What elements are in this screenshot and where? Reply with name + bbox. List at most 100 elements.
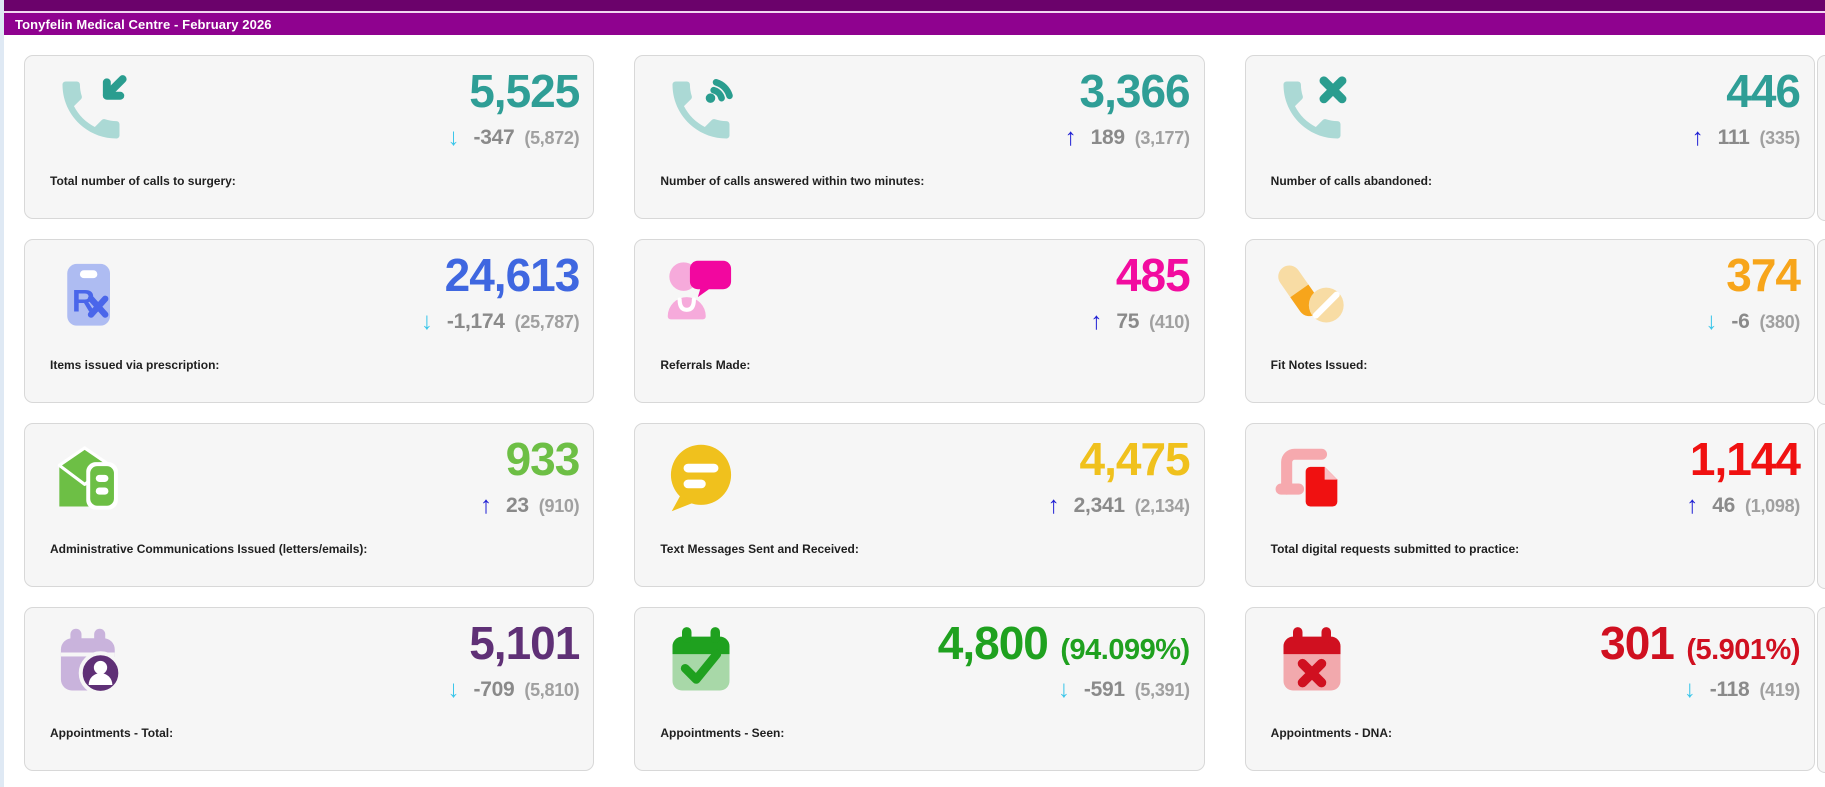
- metric-value-line: 301 (5.901%): [1600, 620, 1800, 666]
- metric-value-line: 933: [480, 433, 581, 485]
- prescription-icon: R: [53, 256, 129, 332]
- metric-value-line: 374: [1705, 249, 1801, 301]
- trend-down-icon: ↓: [1057, 676, 1070, 703]
- metric-value: 24,613: [444, 249, 581, 301]
- metric-delta-row: ↓ -347 (5,872): [448, 126, 580, 150]
- metric-delta: -709: [473, 678, 515, 701]
- partial-card: [1817, 239, 1825, 405]
- metric-delta: -347: [473, 126, 515, 149]
- metric-delta-row: ↑ 46 (1,098): [1686, 494, 1800, 518]
- metric-delta: 75: [1116, 310, 1140, 333]
- metric-label: Items issued via prescription:: [50, 358, 220, 372]
- metric-block: 933 ↑ 23 (910): [480, 436, 581, 518]
- card-top-row: 446 ↑ 111 (335): [1262, 68, 1802, 150]
- metric-label: Text Messages Sent and Received:: [660, 542, 859, 556]
- svg-text:R: R: [72, 282, 95, 318]
- card-top-row: 5,101 ↓ -709 (5,810): [41, 620, 581, 702]
- kpi-card: 4,475 ↑ 2,341 (2,134) Text Messages Sent…: [634, 423, 1205, 587]
- kpi-card: 4,800 (94.099%) ↓ -591 (5,391) Appointme…: [634, 607, 1205, 771]
- metric-block: 5,525 ↓ -347 (5,872): [448, 68, 582, 150]
- pills-icon: [1274, 256, 1350, 332]
- calendar-check-icon: [663, 624, 739, 700]
- metric-block: 301 (5.901%) ↓ -118 (419): [1600, 620, 1802, 702]
- metric-value-line: 24,613: [421, 249, 581, 301]
- metric-previous-value: (419): [1759, 679, 1800, 700]
- kpi-card: 374 ↓ -6 (380) Fit Notes Issued:: [1244, 239, 1815, 403]
- metric-previous-value: (25,787): [514, 311, 580, 332]
- phone-answered-icon: [663, 72, 739, 148]
- kpi-card-grid: 5,525 ↓ -347 (5,872) Total number of cal…: [24, 55, 1815, 771]
- metric-delta: 111: [1717, 126, 1750, 149]
- metric-previous-value: (5,810): [524, 679, 580, 700]
- metric-label: Appointments - DNA:: [1270, 726, 1392, 740]
- metric-value: 5,525: [469, 65, 580, 117]
- card-top-row: 485 ↑ 75 (410): [651, 252, 1191, 334]
- metric-label: Appointments - Seen:: [660, 726, 785, 740]
- metric-value-line: 3,366: [1065, 68, 1191, 114]
- metric-value: 374: [1726, 249, 1801, 301]
- metric-value-line: 485: [1090, 249, 1191, 301]
- metric-value: 5,101: [469, 617, 580, 669]
- metric-value: 301: [1600, 617, 1675, 669]
- metric-label: Total number of calls to surgery:: [50, 174, 236, 188]
- metric-block: 24,613 ↓ -1,174 (25,787): [421, 252, 581, 334]
- metric-delta-row: ↑ 2,341 (2,134): [1048, 494, 1190, 518]
- metric-previous-value: (1,098): [1745, 495, 1800, 516]
- metric-value-line: 446: [1692, 68, 1801, 114]
- phone-incoming-icon: [53, 72, 129, 148]
- metric-delta-row: ↑ 111 (335): [1691, 124, 1801, 151]
- card-top-row: 4,800 (94.099%) ↓ -591 (5,391): [651, 620, 1191, 702]
- trend-up-icon: ↑: [1047, 492, 1060, 519]
- metric-block: 4,800 (94.099%) ↓ -591 (5,391): [938, 620, 1192, 702]
- card-top-row: 933 ↑ 23 (910): [41, 436, 581, 518]
- metric-previous-value: (910): [538, 495, 580, 516]
- trend-down-icon: ↓: [1705, 308, 1718, 335]
- metric-delta: 23: [506, 494, 529, 517]
- metric-previous-value: (3,177): [1134, 127, 1190, 148]
- metric-block: 4,475 ↑ 2,341 (2,134): [1048, 436, 1192, 518]
- card-top-row: 1,144 ↑ 46 (1,098): [1262, 436, 1802, 518]
- metric-label: Administrative Communications Issued (le…: [50, 542, 368, 556]
- metric-delta: -1,174: [446, 310, 505, 333]
- metric-delta: 189: [1090, 126, 1125, 149]
- metric-block: 446 ↑ 111 (335): [1692, 68, 1802, 150]
- house-mail-icon: [53, 440, 129, 516]
- header-separator: [4, 11, 1825, 13]
- metric-previous-value: (5,391): [1134, 679, 1190, 700]
- trend-down-icon: ↓: [447, 124, 460, 151]
- metric-value: 933: [505, 433, 581, 485]
- chat-bubble-icon: [663, 440, 739, 516]
- kpi-card: 446 ↑ 111 (335) Number of calls abandone…: [1244, 55, 1815, 219]
- trend-down-icon: ↓: [447, 676, 460, 703]
- metric-value: 485: [1115, 249, 1191, 301]
- metric-delta: 46: [1712, 494, 1736, 517]
- partial-card: [1817, 423, 1825, 589]
- top-dark-bar: [4, 0, 1825, 11]
- metric-previous-value: (380): [1759, 311, 1800, 332]
- trend-up-icon: ↑: [1686, 492, 1699, 519]
- kpi-card: 1,144 ↑ 46 (1,098) Total digital request…: [1244, 423, 1815, 587]
- card-top-row: 4,475 ↑ 2,341 (2,134): [651, 436, 1191, 518]
- kpi-card: 5,101 ↓ -709 (5,810) Appointments - Tota…: [24, 607, 595, 771]
- trend-up-icon: ↑: [1691, 124, 1704, 151]
- metric-block: 1,144 ↑ 46 (1,098): [1686, 436, 1802, 518]
- dashboard: Tonyfelin Medical Centre - February 2026…: [4, 0, 1825, 771]
- kpi-card: 3,366 ↑ 189 (3,177) Number of calls answ…: [634, 55, 1205, 219]
- partial-card: [1817, 607, 1825, 773]
- metric-value-line: 5,525: [448, 68, 580, 114]
- metric-delta-row: ↑ 189 (3,177): [1065, 126, 1190, 150]
- metric-delta-row: ↑ 75 (410): [1090, 310, 1190, 334]
- metric-block: 5,101 ↓ -709 (5,810): [448, 620, 582, 702]
- metric-value-line: 5,101: [448, 620, 580, 666]
- digital-request-icon: [1274, 440, 1350, 516]
- metric-value: 1,144: [1689, 433, 1801, 485]
- metric-delta-row: ↓ -709 (5,810): [448, 678, 580, 702]
- kpi-card: 5,525 ↓ -347 (5,872) Total number of cal…: [24, 55, 595, 219]
- kpi-card: 485 ↑ 75 (410) Referrals Made:: [634, 239, 1205, 403]
- kpi-card: 933 ↑ 23 (910) Administrative Communicat…: [24, 423, 595, 587]
- metric-delta: -118: [1709, 678, 1750, 701]
- phone-abandoned-icon: [1274, 72, 1350, 148]
- card-top-row: R 24,613 ↓ -1,174 (25,787): [41, 252, 581, 334]
- metric-block: 485 ↑ 75 (410): [1090, 252, 1191, 334]
- metric-previous-value: (2,134): [1134, 495, 1190, 516]
